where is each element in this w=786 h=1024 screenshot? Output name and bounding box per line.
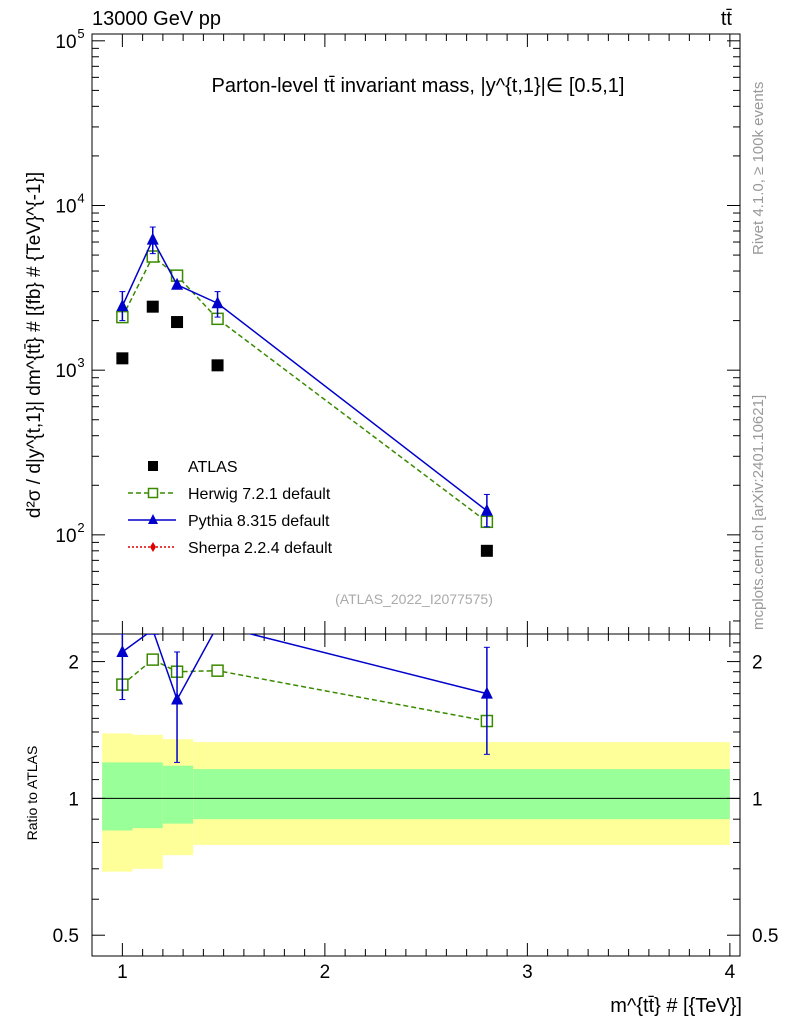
pythia-point [171,277,184,290]
legend-label-herwig: Herwig 7.2.1 default [188,486,331,503]
legend-marker-atlas [148,461,158,471]
x-tick-label: 3 [522,962,533,983]
atlas-point [211,359,224,372]
chart-title: Parton-level tt̄ invariant mass, |y^{t,1… [212,75,625,97]
atlas-point [480,544,493,557]
pythia-ratio-point [146,634,159,635]
series-atlas [116,300,493,557]
series-pythia [116,226,493,528]
y-tick-label-exp: 4 [77,190,84,205]
pythia-point [480,503,493,516]
ratio-series-pythia [116,619,493,763]
herwig-line [121,255,488,523]
pythia-ratio-point [212,619,224,631]
herwig-ratio-point [146,653,159,666]
green-band-3 [193,769,730,820]
legend-entry-herwig: Herwig 7.2.1 default [128,486,331,503]
legend-label-sherpa: Sherpa 2.2.4 default [188,540,333,557]
y-tick-label: 10 [55,32,76,53]
ratio-y-tick-label-right: 2 [752,653,763,674]
atlas-point [171,316,184,329]
legend-marker-sherpa [150,542,156,552]
legend-label-pythia: Pythia 8.315 default [188,513,330,530]
ratio-y-axis-label: Ratio to ATLAS [24,746,40,841]
pythia-ratio-point [116,644,129,657]
ratio-y-tick-label: 1 [68,789,79,810]
atlas-point [146,300,159,313]
x-tick-label: 1 [117,962,128,983]
rivet-label: Rivet 4.1.0, ≥ 100k events [750,82,767,255]
legend-entry-sherpa: Sherpa 2.2.4 default [128,540,333,557]
y-tick-label-exp: 2 [77,520,84,535]
pythia-point [211,296,224,309]
ratio-data [116,619,494,763]
y-tick-label-exp: 5 [77,26,84,41]
y-tick-label: 10 [55,361,76,382]
process-label: tt̄ [721,8,733,30]
ratio-y-tick-label: 2 [68,653,79,674]
ratio-axes: 1 2 3 4 0.5 0.5 1 1 2 2 [53,633,778,983]
pythia-ratio-point [171,692,184,705]
pythia-point [116,299,129,312]
ratio-y-tick-label: 0.5 [53,926,79,947]
legend: ATLAS Herwig 7.2.1 default Pythia 8.315 de… [128,459,333,557]
pythia-ratio-point [480,686,493,699]
y-tick-label: 10 [55,526,76,547]
ratio-y-tick-label-right: 0.5 [752,926,778,947]
main-data [116,226,494,557]
green-band-1 [132,762,163,829]
analysis-id: (ATLAS_2022_I2077575) [335,591,493,607]
x-tick-label: 4 [725,962,736,983]
legend-marker-pythia [148,514,158,524]
pythia-point [146,232,159,245]
atlas-point [116,352,129,365]
herwig-ratio-point [211,664,224,677]
x-axis-label: m^{tt̄} # [{TeV}] [610,995,742,1017]
y-tick-label: 10 [55,196,76,217]
legend-label-atlas: ATLAS [188,459,238,476]
y-axis-label: d²σ / d|y^{t,1}| dm^{tt̄} # [{fb} # {TeV… [24,172,45,518]
ratio-bands [92,733,740,872]
energy-label: 13000 GeV pp [92,8,221,30]
ratio-y-tick-label-right: 1 [752,789,763,810]
legend-marker-herwig [147,487,159,499]
x-tick-label: 2 [320,962,331,983]
mcplots-label: mcplots.cern.ch [arXiv:2401.10621] [750,395,767,630]
y-tick-label-exp: 3 [77,355,84,370]
green-band-0 [102,762,133,831]
legend-entry-atlas: ATLAS [148,459,238,476]
legend-entry-pythia: Pythia 8.315 default [128,513,330,530]
ratio-frame [91,633,741,957]
green-band-2 [162,765,194,824]
